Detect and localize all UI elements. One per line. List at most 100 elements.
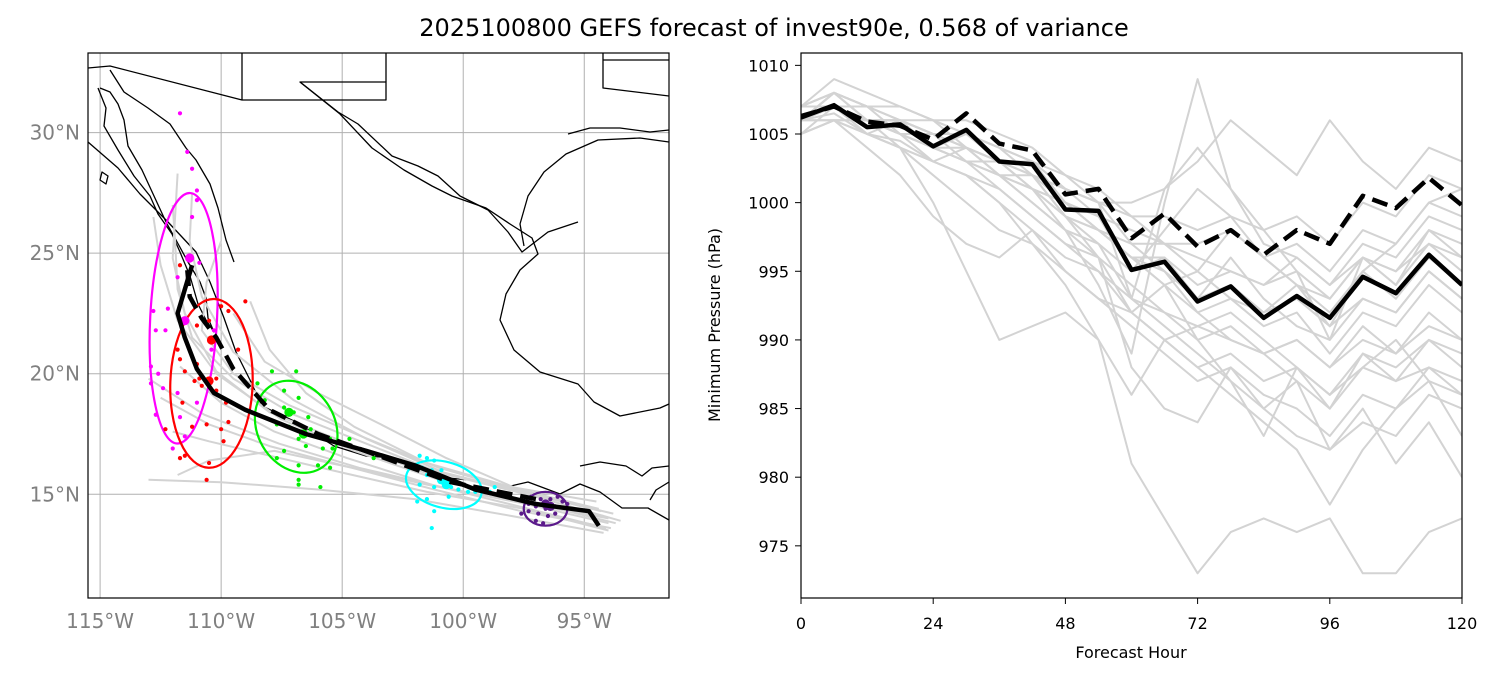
pressure-plot: 0 24 48 72 96 120975980985990995100010051010 … [705, 52, 1477, 662]
member-position-marker [429, 525, 434, 531]
mexico-gulf-coast [299, 81, 669, 417]
member-position-marker [533, 518, 538, 523]
member-position-marker [204, 477, 209, 482]
x-tick-label: 72 [1187, 614, 1207, 633]
member-position-marker [156, 371, 161, 376]
member-position-marker [180, 400, 185, 405]
baja-peninsula [97, 87, 215, 333]
member-position-marker [151, 308, 156, 314]
x-tick-label: 120 [1447, 614, 1478, 633]
ensemble-track [232, 312, 600, 510]
member-position-marker [189, 166, 195, 171]
member-position-marker [243, 299, 248, 304]
member-position-marker [318, 484, 323, 490]
deterministic-pressure-line [801, 104, 1462, 258]
lon-tick-label: 115°W [66, 609, 134, 633]
member-position-marker [185, 149, 190, 154]
red-ellipse [169, 297, 254, 469]
mean-position-marker [441, 480, 451, 490]
ensemble-track [171, 204, 621, 522]
member-position-marker [163, 328, 168, 333]
lon-tick-label: 105°W [308, 609, 376, 633]
member-position-marker [538, 497, 543, 502]
member-position-marker [296, 477, 301, 482]
y-tick-label: 1000 [748, 194, 789, 213]
member-position-marker [548, 497, 553, 502]
member-position-marker [320, 446, 325, 451]
lat-tick-label: 15°N [30, 482, 80, 506]
deterministic-track [185, 269, 537, 502]
x-tick-label: 24 [923, 614, 943, 633]
pressure-series [801, 78, 1462, 575]
member-position-marker [308, 427, 313, 432]
gulf-of-california-east [109, 69, 235, 263]
member-position-marker [211, 328, 216, 333]
member-position-marker [153, 328, 158, 333]
member-position-marker [526, 509, 531, 514]
member-position-marker [555, 494, 560, 499]
member-position-marker [432, 458, 437, 463]
ensemble-pressure-line [801, 105, 1462, 314]
member-position-marker [160, 386, 166, 391]
member-position-marker [182, 369, 187, 374]
member-position-marker [281, 405, 287, 410]
member-position-marker [163, 427, 168, 432]
member-position-marker [182, 453, 187, 458]
ensemble-pressure-line [801, 119, 1462, 369]
member-position-marker [204, 422, 209, 427]
member-position-marker [177, 357, 183, 362]
member-position-marker [294, 369, 299, 374]
ensemble-track [147, 377, 609, 525]
member-position-marker [153, 412, 158, 417]
member-position-marker [315, 463, 321, 468]
member-position-marker [417, 482, 422, 487]
member-position-marker [206, 318, 212, 323]
x-tick-label: 48 [1055, 614, 1075, 633]
mean-position-marker [284, 407, 294, 417]
member-position-marker [170, 446, 175, 451]
pressure-ticks: 0 24 48 72 96 120 975 980 985 990 995 1000 1005 1010 [748, 56, 1477, 633]
member-position-marker [192, 378, 197, 384]
member-position-marker [446, 494, 451, 499]
member-position-marker [221, 439, 226, 444]
uncertainty-ellipses [148, 191, 569, 527]
cyan-ellipse [404, 459, 483, 511]
member-position-marker [306, 415, 311, 420]
member-position-marker [560, 499, 565, 504]
x-tick-label: 0 [796, 614, 806, 633]
member-position-marker [206, 460, 212, 466]
member-position-marker [281, 388, 287, 393]
member-position-marker [296, 395, 301, 400]
member-position-marker [330, 446, 335, 451]
member-position-marker [182, 434, 187, 439]
ensemble-pressure-line [801, 91, 1462, 245]
florida-coast [567, 127, 669, 135]
member-position-marker [194, 188, 200, 193]
member-position-marker [296, 436, 301, 441]
member-position-marker [432, 509, 437, 514]
mexico-pacific-coast [88, 141, 669, 521]
member-position-marker [545, 513, 551, 519]
member-position-marker [303, 443, 308, 449]
lon-tick-label: 110°W [187, 609, 255, 633]
ensemble-pressure-line [801, 91, 1462, 204]
member-position-marker [296, 482, 301, 487]
map-gridlines [88, 53, 669, 598]
x-tick-label: 96 [1320, 614, 1340, 633]
lon-tick-label: 100°W [429, 609, 497, 633]
member-position-marker [536, 511, 541, 516]
y-tick-label: 985 [758, 400, 789, 419]
ensemble-tracks [147, 173, 621, 534]
ensemble-track [179, 365, 607, 530]
ensemble-pressure-line [801, 105, 1462, 506]
lat-tick-label: 25°N [30, 241, 80, 265]
member-position-marker [424, 456, 430, 461]
member-position-marker [209, 347, 214, 352]
member-position-marker [194, 400, 200, 405]
member-position-marker [226, 308, 231, 314]
y-tick-label: 1010 [748, 56, 789, 75]
member-position-marker [175, 347, 180, 352]
member-position-marker [148, 381, 154, 386]
member-position-marker [439, 468, 444, 473]
